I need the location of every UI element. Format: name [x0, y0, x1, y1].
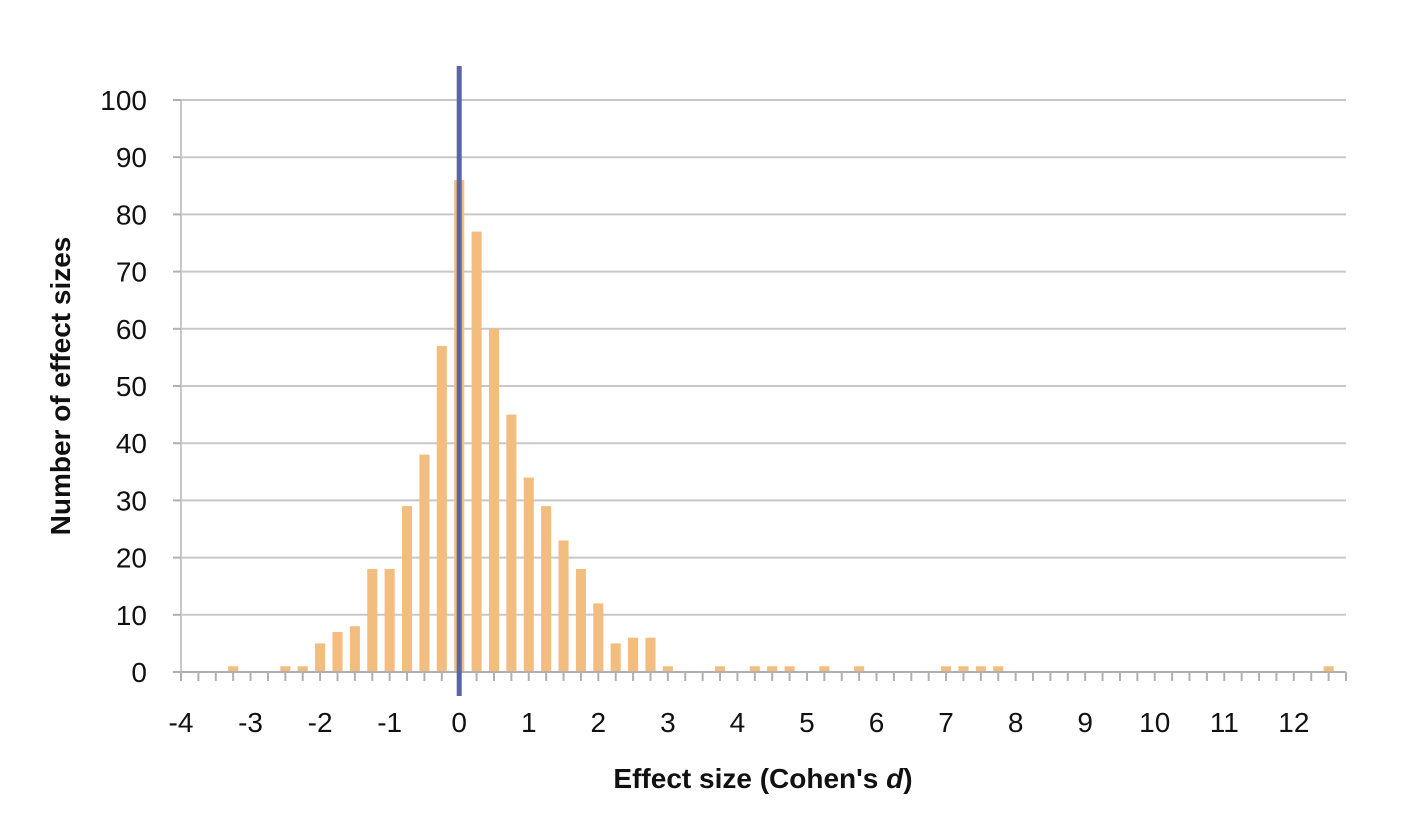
bar-x-2 — [593, 603, 604, 672]
bar-x-1 — [523, 477, 534, 672]
x-tick-label: 5 — [799, 707, 815, 738]
x-axis — [180, 671, 1347, 681]
y-axis-tick-labels: 0 10 20 30 40 50 60 70 80 90 100 — [100, 85, 147, 688]
bars — [228, 180, 1334, 672]
bar-x--1 — [384, 569, 395, 672]
y-tick-label: 20 — [116, 543, 147, 574]
x-tick-label: -1 — [377, 707, 402, 738]
y-tick-label: 30 — [116, 485, 147, 516]
x-tick-label: -3 — [238, 707, 263, 738]
bar-x--0.75 — [402, 506, 413, 672]
y-tick-label: 50 — [116, 371, 147, 402]
bar-x--1.25 — [367, 569, 378, 672]
x-axis-tick-labels: -4 -3 -2 -1 0 1 2 3 4 5 6 7 8 9 10 11 12 — [169, 707, 1310, 738]
y-tick-label: 10 — [116, 600, 147, 631]
x-tick-label: 12 — [1278, 707, 1309, 738]
bar-x-0.25 — [471, 231, 482, 672]
bar-x-0.75 — [506, 414, 517, 672]
bar-x-7.25 — [958, 666, 969, 672]
bar-x-2.25 — [610, 643, 621, 672]
bar-x--2 — [315, 643, 326, 672]
x-tick-label: 1 — [521, 707, 537, 738]
y-tick-label: 90 — [116, 142, 147, 173]
bar-x-5.75 — [854, 666, 865, 672]
bar-x--1.5 — [349, 626, 360, 672]
x-axis-title-text: Effect size (Cohen's — [613, 763, 886, 794]
bar-x-7 — [941, 666, 952, 672]
bar-x-7.5 — [975, 666, 986, 672]
y-tick-label: 100 — [100, 85, 147, 116]
x-tick-label: -4 — [169, 707, 194, 738]
bar-x-1.75 — [575, 569, 586, 672]
bar-x--0.25 — [436, 345, 447, 672]
bar-x-1.5 — [558, 540, 569, 672]
bar-x-2.5 — [628, 637, 639, 672]
bar-x-12.5 — [1323, 666, 1334, 672]
bar-x-4.75 — [784, 666, 795, 672]
bar-x--2.25 — [297, 666, 308, 672]
bar-x-1.25 — [541, 506, 552, 672]
x-tick-label: 9 — [1077, 707, 1093, 738]
bar-x-5.25 — [819, 666, 830, 672]
x-tick-label: -2 — [308, 707, 333, 738]
x-tick-label: 8 — [1008, 707, 1024, 738]
x-tick-label: 2 — [591, 707, 607, 738]
y-tick-label: 80 — [116, 199, 147, 230]
bar-x-4.25 — [749, 666, 760, 672]
bar-x-7.75 — [993, 666, 1004, 672]
y-tick-label: 0 — [131, 657, 147, 688]
bar-x--2.5 — [280, 666, 291, 672]
x-axis-title-symbol: d — [886, 763, 904, 794]
bar-x--1.75 — [332, 631, 343, 672]
y-tick-label: 40 — [116, 428, 147, 459]
bar-x--0.5 — [419, 454, 430, 672]
x-tick-label: 11 — [1210, 707, 1239, 738]
x-tick-label: 7 — [938, 707, 954, 738]
grid-lines — [173, 99, 1346, 673]
bar-x-2.75 — [645, 637, 656, 672]
x-tick-label: 0 — [451, 707, 467, 738]
x-tick-label: 6 — [869, 707, 885, 738]
x-tick-label: 4 — [730, 707, 746, 738]
y-tick-label: 70 — [116, 257, 147, 288]
x-tick-label: 3 — [660, 707, 676, 738]
x-axis-title: Effect size (Cohen's d) — [613, 763, 912, 794]
bar-x--3.25 — [228, 666, 239, 672]
bar-x-0.5 — [488, 328, 500, 672]
bar-x-3 — [662, 666, 673, 672]
y-tick-label: 60 — [116, 314, 147, 345]
y-axis-title: Number of effect sizes — [45, 237, 76, 536]
x-axis-title-close: ) — [903, 763, 912, 794]
bar-x-3.75 — [714, 666, 726, 672]
x-tick-label: 10 — [1139, 707, 1170, 738]
bar-x-4.5 — [767, 666, 778, 672]
